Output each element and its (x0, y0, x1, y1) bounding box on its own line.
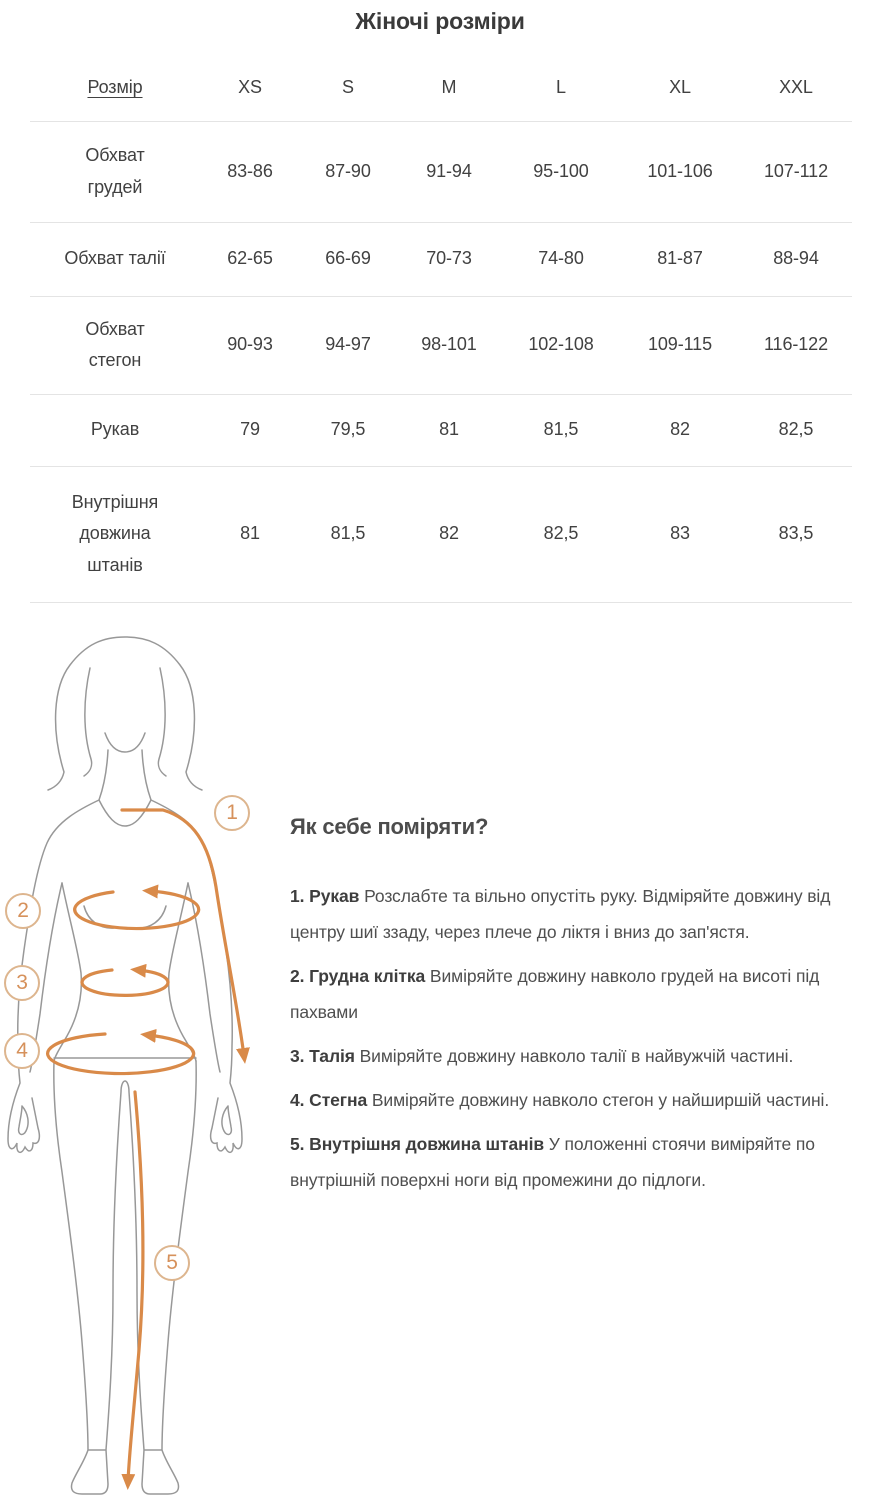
size-value: 83 (620, 466, 740, 603)
measure-step-text: У положенні стоячи виміряйте по внутрішн… (290, 1134, 815, 1191)
size-value: 87-90 (300, 121, 396, 223)
row-label: Рукав (30, 394, 200, 467)
measure-guide-heading: Як себе поміряти? (290, 814, 489, 839)
measure-marker-5: 5 (154, 1245, 190, 1281)
page-title: Жіночі розміри (355, 8, 525, 34)
size-value: 81,5 (502, 394, 620, 467)
measure-guide: Як себе поміряти? 1. Рукав Розслабте та … (290, 814, 835, 1206)
measure-step-term: 2. Грудна клітка (290, 966, 426, 987)
table-row-waist: Обхват талії 62-65 66-69 70-73 74-80 81-… (30, 222, 852, 297)
measure-step-text: Виміряйте довжину навколо стегон у найши… (371, 1090, 830, 1111)
size-value: 81 (396, 394, 502, 467)
size-value: 66-69 (300, 222, 396, 297)
size-col-header-xl: XL (620, 55, 740, 122)
size-value: 82,5 (502, 466, 620, 603)
table-row-sleeve: Рукав 79 79,5 81 81,5 82 82,5 (30, 394, 852, 467)
measure-marker-1: 1 (214, 795, 250, 831)
size-value: 79,5 (300, 394, 396, 467)
measure-step-term: 5. Внутрішня довжина штанів (290, 1134, 544, 1155)
measure-marker-4: 4 (4, 1033, 40, 1069)
table-row-hips: Обхват стегон 90-93 94-97 98-101 102-108… (30, 296, 852, 395)
size-table-header-row: Розмір XS S M L XL XXL (30, 55, 852, 122)
size-value: 98-101 (396, 296, 502, 395)
size-value: 81-87 (620, 222, 740, 297)
size-col-header-s: S (300, 55, 396, 122)
size-value: 101-106 (620, 121, 740, 223)
size-value: 91-94 (396, 121, 502, 223)
measure-step-1: 1. Рукав Розслабте та вільно опустіть ру… (290, 878, 835, 950)
chest-measure-arrow (73, 884, 201, 931)
measure-marker-3: 3 (4, 965, 40, 1001)
size-value: 81 (200, 466, 300, 603)
measure-step-term: 3. Талія (290, 1046, 355, 1067)
measure-marker-2: 2 (5, 893, 41, 929)
size-value: 79 (200, 394, 300, 467)
waist-measure-arrow (80, 963, 170, 997)
size-value: 88-94 (740, 222, 852, 297)
measure-step-4: 4. Стегна Виміряйте довжину навколо стег… (290, 1082, 835, 1118)
hips-measure-arrow (46, 1028, 196, 1076)
size-value: 82,5 (740, 394, 852, 467)
row-label: Обхват стегон (30, 296, 200, 395)
row-label: Обхват талії (30, 222, 200, 297)
size-col-header-xxl: XXL (740, 55, 852, 122)
size-value: 102-108 (502, 296, 620, 395)
table-row-chest: Обхват грудей 83-86 87-90 91-94 95-100 1… (30, 121, 852, 223)
size-col-header-xs: XS (200, 55, 300, 122)
size-col-header-m: M (396, 55, 502, 122)
measure-step-term: 4. Стегна (290, 1090, 368, 1111)
size-value: 81,5 (300, 466, 396, 603)
size-value: 95-100 (502, 121, 620, 223)
size-value: 62-65 (200, 222, 300, 297)
row-label: Обхват грудей (30, 121, 200, 223)
size-value: 82 (620, 394, 740, 467)
body-measurement-diagram (7, 636, 250, 1495)
size-value: 109-115 (620, 296, 740, 395)
figure-hair (47, 636, 203, 791)
table-row-inseam: Внутрішня довжина штанів 81 81,5 82 82,5… (30, 466, 852, 603)
size-col-header-l: L (502, 55, 620, 122)
size-label-link[interactable]: Розмір (87, 77, 143, 97)
measure-step-3: 3. Талія Виміряйте довжину навколо талії… (290, 1038, 835, 1074)
measure-step-text: Розслабте та вільно опустіть руку. Відмі… (290, 886, 831, 943)
measure-step-text: Виміряйте довжину навколо талії в найвуж… (359, 1046, 794, 1067)
size-value: 82 (396, 466, 502, 603)
figure-face-neck (98, 732, 152, 827)
size-label-cell: Розмір (30, 55, 200, 122)
sleeve-measure-arrow (120, 808, 250, 1064)
measure-step-2: 2. Грудна клітка Виміряйте довжину навко… (290, 958, 835, 1030)
size-value: 90-93 (200, 296, 300, 395)
measure-step-term: 1. Рукав (290, 886, 360, 906)
inseam-measure-arrow (121, 1090, 145, 1490)
measure-step-text: Виміряйте довжину навколо грудей на висо… (290, 966, 820, 1023)
row-label: Внутрішня довжина штанів (30, 466, 200, 603)
measure-step-5: 5. Внутрішня довжина штанів У положенні … (290, 1126, 835, 1198)
size-value: 74-80 (502, 222, 620, 297)
size-value: 107-112 (740, 121, 852, 223)
figure-left-arm (7, 799, 100, 1154)
size-value: 116-122 (740, 296, 852, 395)
size-value: 83-86 (200, 121, 300, 223)
size-value: 70-73 (396, 222, 502, 297)
size-table: Розмір XS S M L XL XXL Обхват грудей 83-… (30, 55, 852, 603)
size-value: 83,5 (740, 466, 852, 603)
size-value: 94-97 (300, 296, 396, 395)
